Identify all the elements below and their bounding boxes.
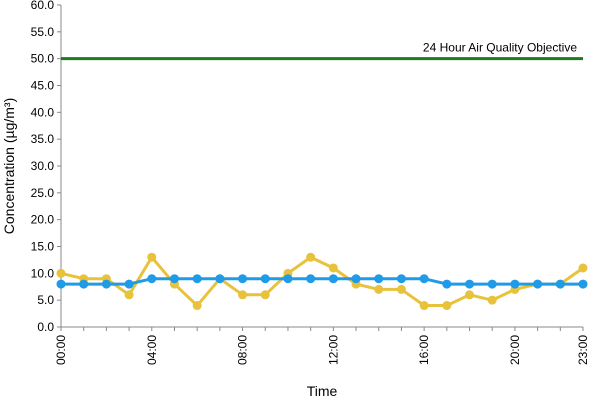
x-tick-label: 23:00: [576, 335, 590, 365]
series-1-point: [442, 301, 452, 311]
series-1-point: [238, 290, 248, 300]
x-tick-label: 12:00: [326, 335, 340, 365]
series-2-point: [465, 279, 475, 289]
y-axis-title: Concentration (µg/m³): [1, 98, 17, 234]
series-2-point: [238, 274, 248, 284]
series-1-point: [396, 284, 406, 294]
y-tick-label: 55.0: [31, 25, 55, 39]
series-1-point: [260, 290, 270, 300]
series-group: [56, 252, 588, 311]
y-tick-label: 20.0: [31, 213, 55, 227]
x-axis-ticks: 00:00 04:00 08:00 12:00 16:00 20:00 23:00: [54, 327, 590, 365]
series-2-point: [79, 279, 89, 289]
series-2-point: [555, 279, 565, 289]
series-1-point: [124, 290, 134, 300]
series-1-point: [192, 301, 202, 311]
y-tick-label: 30.0: [31, 159, 55, 173]
x-tick-label: 08:00: [236, 335, 250, 365]
series-1-point: [374, 284, 384, 294]
series-1-point: [147, 252, 157, 262]
series-2-point: [215, 274, 225, 284]
x-axis-title: Time: [307, 383, 338, 399]
y-tick-label: 40.0: [31, 105, 55, 119]
series-2-point: [260, 274, 270, 284]
series-1-point: [487, 295, 497, 305]
series-2-point: [147, 274, 157, 284]
series-2-point: [419, 274, 429, 284]
x-tick-label: 00:00: [54, 335, 68, 365]
series-2-point: [374, 274, 384, 284]
series-1-point: [419, 301, 429, 311]
series-2-point: [101, 279, 111, 289]
y-tick-label: 15.0: [31, 240, 55, 254]
series-2-point: [578, 279, 588, 289]
series-2-point: [396, 274, 406, 284]
x-tick-label: 20:00: [508, 335, 522, 365]
y-axis-ticks: 0.0 5.0 10.0 15.0 20.0 25.0 30.0 35.0 40.0 45.0 50…: [31, 0, 61, 334]
series-1-point: [328, 263, 338, 273]
series-2-point: [351, 274, 361, 284]
y-tick-label: 10.0: [31, 266, 55, 280]
y-tick-label: 25.0: [31, 186, 55, 200]
series-2-point: [328, 274, 338, 284]
series-2-point: [124, 279, 134, 289]
series-2-point: [56, 279, 66, 289]
series-1-point: [56, 268, 66, 278]
y-tick-label: 35.0: [31, 132, 55, 146]
series-2-point: [533, 279, 543, 289]
series-2-point: [510, 279, 520, 289]
series-2-point: [192, 274, 202, 284]
series-2-point: [169, 274, 179, 284]
y-tick-label: 50.0: [31, 52, 55, 66]
series-1-point: [578, 263, 588, 273]
y-tick-label: 45.0: [31, 79, 55, 93]
y-tick-label: 5.0: [37, 293, 54, 307]
series-2-point: [442, 279, 452, 289]
series-2-point: [306, 274, 316, 284]
y-tick-label: 60.0: [31, 0, 55, 12]
x-tick-label: 16:00: [417, 335, 431, 365]
reference-line-group: 24 Hour Air Quality Objective: [61, 41, 583, 61]
series-1-point: [306, 252, 316, 262]
series-2-point: [283, 274, 293, 284]
series-1-point: [465, 290, 475, 300]
x-tick-label: 04:00: [145, 335, 159, 365]
reference-line-label: 24 Hour Air Quality Objective: [423, 41, 577, 55]
y-tick-label: 0.0: [37, 320, 54, 334]
series-2-point: [487, 279, 497, 289]
